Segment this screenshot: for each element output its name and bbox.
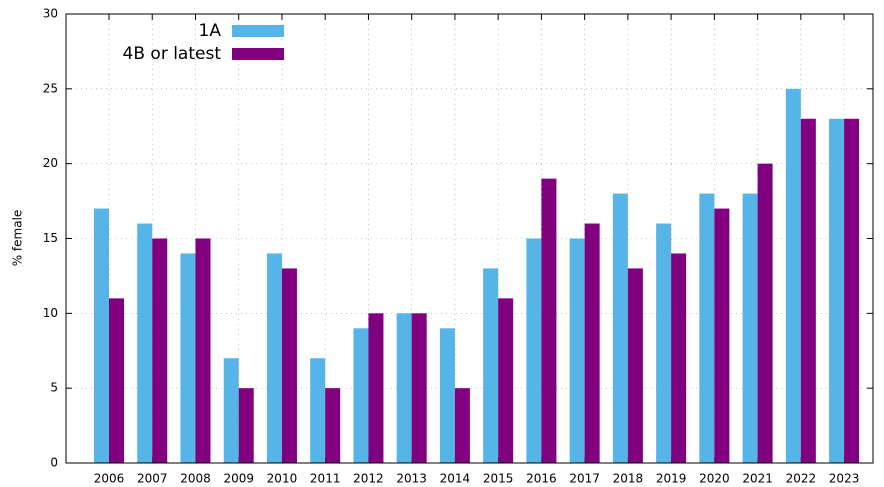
bar (325, 388, 341, 463)
bar (368, 313, 384, 463)
bar (137, 223, 153, 463)
bar (829, 118, 845, 464)
bar (656, 223, 672, 463)
legend-label: 1A (199, 21, 222, 41)
bar (742, 193, 758, 463)
y-tick-label: 30 (43, 7, 58, 21)
x-tick-label: 2011 (310, 472, 341, 486)
legend-swatch (232, 48, 284, 60)
x-tick-label: 2006 (94, 472, 125, 486)
bar (526, 238, 542, 463)
bar (281, 268, 297, 463)
bar (180, 253, 196, 463)
x-tick-label: 2022 (786, 472, 817, 486)
y-tick-label: 25 (43, 81, 58, 95)
bar (612, 193, 628, 463)
bar (396, 313, 412, 463)
bar (152, 238, 168, 463)
legend-swatch (232, 25, 284, 37)
bar (94, 208, 109, 463)
x-tick-label: 2009 (223, 472, 254, 486)
y-tick-label: 5 (50, 381, 58, 395)
bar (584, 223, 600, 463)
bar (353, 328, 369, 463)
bar (238, 388, 254, 463)
x-tick-label: 2015 (483, 472, 514, 486)
bar (223, 358, 239, 463)
bar (800, 118, 816, 464)
x-tick-label: 2008 (180, 472, 211, 486)
x-tick-label: 2021 (742, 472, 773, 486)
bar (757, 163, 773, 463)
bar (266, 253, 282, 463)
bar (541, 178, 557, 463)
bar (627, 268, 643, 463)
bar (844, 118, 860, 464)
x-tick-label: 2007 (137, 472, 168, 486)
y-tick-label: 0 (50, 456, 58, 470)
x-tick-label: 2010 (267, 472, 298, 486)
bar (439, 328, 455, 463)
y-tick-label: 10 (43, 306, 58, 320)
bar (569, 238, 585, 463)
x-tick-label: 2019 (656, 472, 687, 486)
legend-label: 4B or latest (123, 44, 222, 64)
bar (109, 298, 124, 463)
x-tick-label: 2017 (569, 472, 600, 486)
x-tick-label: 2012 (353, 472, 384, 486)
x-tick-label: 2013 (396, 472, 427, 486)
x-tick-label: 2020 (699, 472, 730, 486)
y-axis-label: % female (11, 210, 25, 267)
x-tick-label: 2016 (526, 472, 557, 486)
bar (714, 208, 730, 463)
bar (785, 88, 801, 463)
bar (483, 268, 499, 463)
plot-frame (65, 13, 874, 464)
bar (671, 253, 687, 463)
y-tick-label: 20 (43, 156, 58, 170)
bar (454, 388, 470, 463)
bar (699, 193, 715, 463)
bar (310, 358, 326, 463)
bar (195, 238, 211, 463)
bar (411, 313, 427, 463)
x-tick-label: 2023 (829, 472, 860, 486)
x-tick-label: 2018 (613, 472, 644, 486)
bar (498, 298, 514, 463)
y-tick-label: 15 (43, 231, 58, 245)
x-tick-label: 2014 (440, 472, 471, 486)
